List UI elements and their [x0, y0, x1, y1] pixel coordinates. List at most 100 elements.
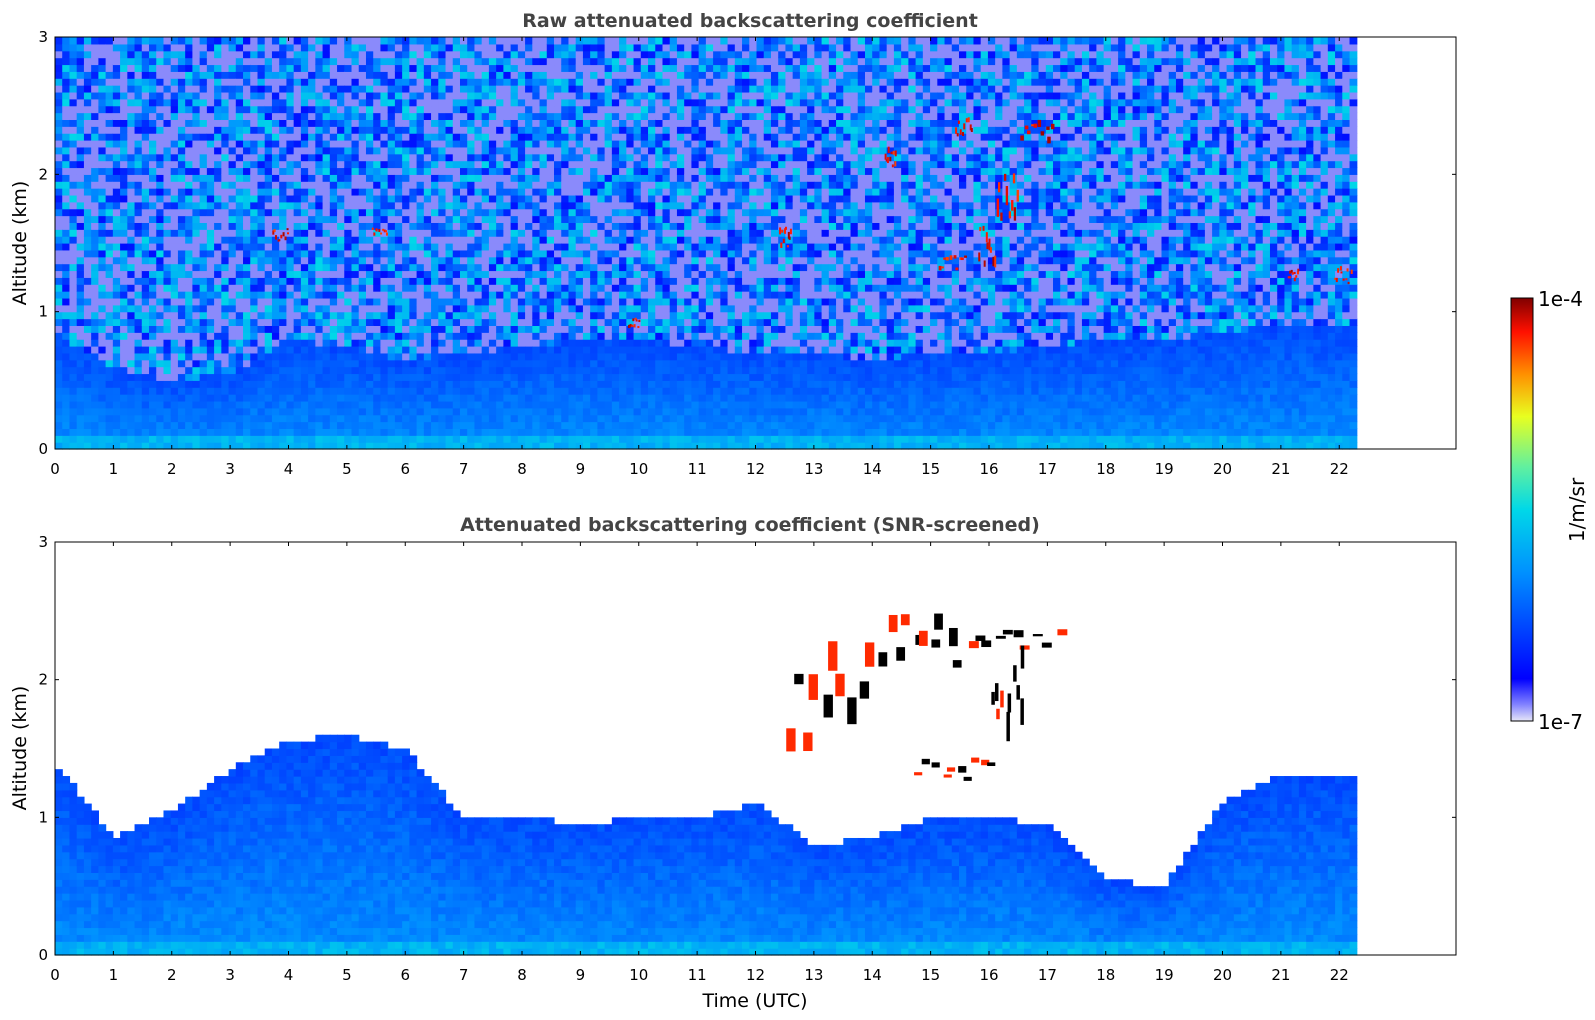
heatmap-cell	[532, 146, 541, 155]
heatmap-cell	[76, 263, 85, 272]
heatmap-cell	[604, 277, 613, 285]
heatmap-cell	[539, 435, 548, 443]
heatmap-cell	[488, 98, 497, 107]
heatmap-cell	[568, 188, 577, 196]
heatmap-cell	[488, 236, 497, 244]
heatmap-cell	[481, 256, 490, 265]
heatmap-cell	[539, 428, 548, 436]
heatmap-cell	[394, 208, 403, 217]
heatmap-cell	[380, 270, 389, 278]
heatmap-cell	[163, 407, 172, 416]
heatmap-cell	[91, 85, 99, 93]
heatmap-cell	[488, 400, 497, 409]
heatmap-cell	[185, 284, 194, 292]
heatmap-cell	[481, 291, 490, 299]
heatmap-cell	[633, 194, 642, 203]
heatmap-cell	[235, 442, 244, 450]
heatmap-cell	[467, 194, 476, 203]
heatmap-cell	[373, 339, 382, 347]
heatmap-cell	[235, 112, 244, 120]
heatmap-cell	[105, 325, 114, 333]
heatmap-cell	[69, 270, 78, 278]
heatmap-cell	[633, 352, 642, 361]
heatmap-cell	[177, 387, 186, 395]
heatmap-cell	[91, 284, 99, 292]
heatmap-cell	[286, 325, 295, 333]
heatmap-cell	[402, 194, 410, 203]
heatmap-cell	[373, 243, 382, 251]
heatmap-cell	[568, 43, 577, 52]
heatmap-cell	[546, 105, 555, 114]
heatmap-cell	[214, 57, 222, 66]
heatmap-cell	[199, 435, 208, 443]
heatmap-cell	[409, 407, 418, 416]
heatmap-cell	[481, 297, 490, 306]
heatmap-cell	[214, 407, 222, 416]
heatmap-cell	[185, 421, 194, 429]
heatmap-cell	[575, 291, 584, 299]
heatmap-cell	[423, 91, 432, 100]
heatmap-cell	[199, 318, 208, 326]
heatmap-cell	[532, 91, 541, 100]
heatmap-cell	[582, 277, 591, 285]
heatmap-cell	[170, 428, 179, 436]
heatmap-cell	[561, 346, 570, 354]
heatmap-cell	[626, 400, 635, 409]
heatmap-cell	[83, 160, 92, 169]
heatmap-cell	[91, 359, 99, 368]
heatmap-cell	[329, 407, 338, 416]
heatmap-cell	[394, 222, 403, 230]
heatmap-cell	[329, 366, 338, 375]
heatmap-cell	[141, 435, 150, 443]
heatmap-cell	[452, 229, 461, 237]
heatmap-cell	[633, 366, 642, 375]
heatmap-cell	[626, 297, 635, 306]
heatmap-cell	[510, 373, 519, 381]
heatmap-cell	[568, 78, 577, 86]
heatmap-cell	[474, 263, 483, 272]
heatmap-cell	[380, 387, 389, 395]
heatmap-cell	[648, 339, 656, 347]
heatmap-cell	[250, 400, 259, 409]
heatmap-cell	[423, 243, 432, 251]
heatmap-cell	[431, 387, 439, 395]
heatmap-cell	[633, 85, 642, 93]
heatmap-cell	[561, 133, 570, 141]
heatmap-cell	[134, 146, 143, 155]
heatmap-cell	[546, 263, 555, 272]
heatmap-cell	[648, 64, 656, 72]
heatmap-cell	[293, 284, 302, 292]
heatmap-cell	[69, 64, 78, 72]
heatmap-cell	[235, 270, 244, 278]
heatmap-cell	[221, 325, 230, 333]
heatmap-cell	[308, 167, 316, 175]
heatmap-cell	[149, 373, 157, 381]
heatmap-cell	[568, 181, 577, 189]
heatmap-cell	[648, 167, 656, 175]
heatmap-cell	[438, 421, 447, 429]
heatmap-cell	[271, 394, 280, 402]
heatmap-cell	[459, 359, 468, 368]
heatmap-cell	[293, 50, 302, 59]
heatmap-cell	[640, 181, 649, 189]
heatmap-cell	[264, 428, 273, 436]
heatmap-cell	[199, 243, 208, 251]
heatmap-cell	[322, 394, 331, 402]
heatmap-cell	[402, 215, 410, 223]
heatmap-cell	[358, 98, 367, 107]
heatmap-cell	[546, 339, 555, 347]
heatmap-cell	[561, 428, 570, 436]
heatmap-cell	[163, 243, 172, 251]
heatmap-cell	[539, 167, 548, 175]
heatmap-cell	[120, 428, 128, 436]
heatmap-cell	[127, 243, 136, 251]
heatmap-cell	[351, 105, 360, 114]
heatmap-cell	[322, 181, 331, 189]
heatmap-cell	[351, 400, 360, 409]
heatmap-cell	[228, 50, 237, 59]
heatmap-cell	[228, 153, 237, 162]
heatmap-cell	[120, 359, 128, 368]
heatmap-cell	[83, 119, 92, 127]
heatmap-cell	[648, 442, 656, 450]
heatmap-cell	[365, 297, 374, 306]
